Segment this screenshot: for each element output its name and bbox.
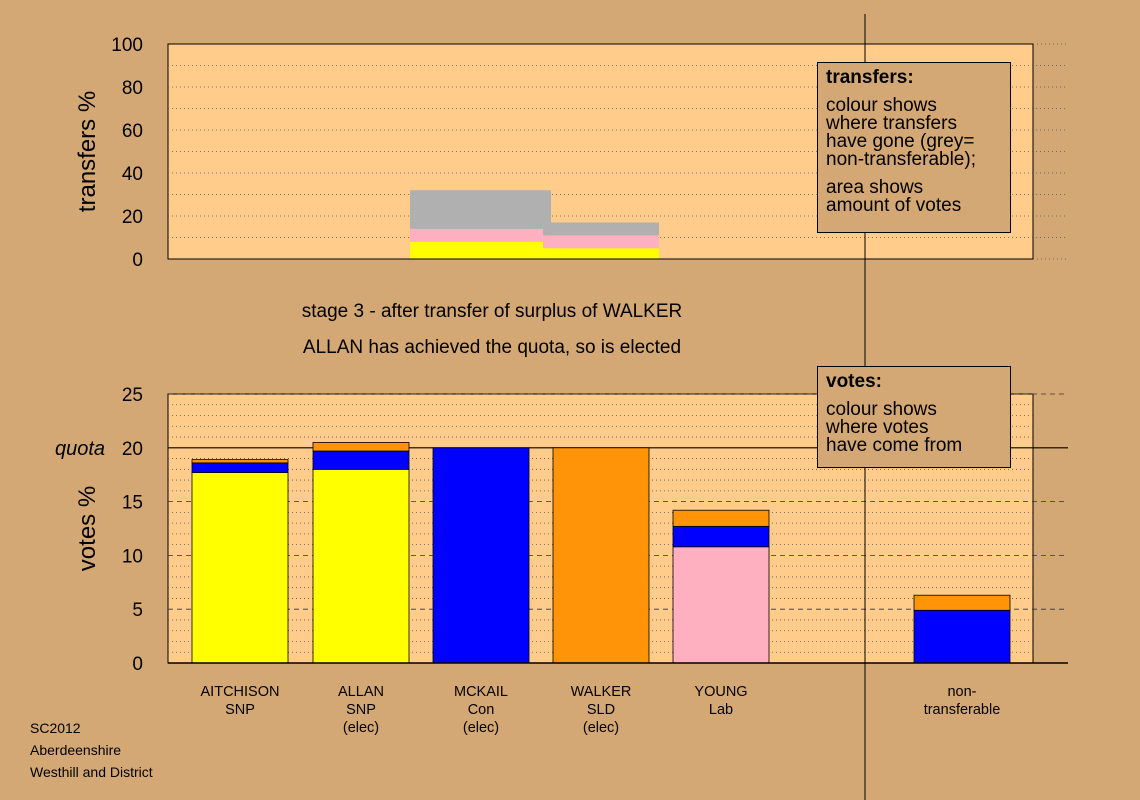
candidate-label: Lab: [709, 702, 733, 718]
vote-bar: [913, 594, 1011, 664]
stage-caption: stage 3 - after transfer of surplus of W…: [301, 301, 683, 322]
candidate-label: (elec): [583, 720, 619, 736]
transfers-info-title: transfers:: [826, 67, 914, 88]
vote-bar: [312, 442, 410, 664]
candidate-label: (elec): [463, 720, 499, 736]
candidate-label: ALLAN: [338, 684, 384, 700]
votes-y-axis-label: votes %: [74, 486, 101, 571]
candidate-label: (elec): [343, 720, 379, 736]
vote-segment: [312, 442, 410, 452]
transfers-y-tick-label: 80: [122, 78, 143, 99]
votes-y-tick-label: 0: [132, 654, 143, 675]
transfer-segment: [410, 241, 551, 259]
footer: SC2012 Aberdeenshire Westhill and Distri…: [30, 717, 153, 783]
vote-bar: [672, 509, 770, 664]
elected-caption: ALLAN has achieved the quota, so is elec…: [302, 337, 682, 358]
transfers-y-tick-label: 0: [132, 250, 143, 271]
transfers-info-line: non-transferable);: [826, 149, 976, 170]
candidate-label: YOUNG: [694, 684, 747, 700]
vote-segment: [432, 447, 530, 664]
votes-y-tick-label: 20: [122, 439, 143, 460]
transfers-info-line: area shows: [826, 177, 924, 198]
transfers-info-line: where transfers: [826, 113, 957, 134]
transfers-y-axis-label: transfers %: [74, 91, 101, 212]
candidate-label: SNP: [225, 702, 255, 718]
vote-segment: [191, 459, 289, 464]
candidate-label: transferable: [924, 702, 1001, 718]
votes-y-tick-label: 5: [132, 600, 143, 621]
candidate-label: non-: [947, 684, 976, 700]
votes-y-tick-label: 15: [122, 493, 143, 514]
candidate-label: SLD: [587, 702, 615, 718]
transfer-segment: [543, 235, 659, 249]
transfers-info-line: colour shows: [826, 95, 937, 116]
vote-segment: [672, 546, 770, 664]
votes-info-line: have come from: [826, 435, 963, 456]
transfers-y-tick-label: 40: [122, 164, 143, 185]
candidate-label: AITCHISON: [201, 684, 280, 700]
votes-y-tick-label: 10: [122, 546, 143, 567]
vote-segment: [191, 472, 289, 664]
vote-segment: [312, 450, 410, 470]
footer-line: Aberdeenshire: [30, 742, 122, 758]
vote-bar: [191, 459, 289, 664]
quota-label: quota: [55, 438, 105, 460]
votes-info-box: votes: colour shows where votes have com…: [817, 366, 1011, 468]
vote-segment: [913, 609, 1011, 664]
vote-bar: [432, 447, 530, 664]
votes-y-tick-label: 25: [122, 385, 143, 406]
candidate-label: SNP: [346, 702, 376, 718]
transfer-segment: [543, 248, 659, 259]
vote-segment: [913, 594, 1011, 611]
transfers-info-box: transfers: colour shows where transfers …: [817, 62, 1011, 233]
vote-segment: [672, 525, 770, 548]
candidate-label: MCKAIL: [454, 684, 508, 700]
transfers-info-line: amount of votes: [826, 195, 962, 216]
vote-segment: [191, 462, 289, 473]
transfers-y-tick-label: 100: [111, 35, 143, 56]
votes-info-title: votes:: [826, 371, 882, 392]
transfer-segment: [410, 228, 551, 242]
vote-segment: [552, 447, 650, 664]
candidate-label: WALKER: [571, 684, 632, 700]
footer-line: Westhill and District: [30, 764, 153, 780]
votes-info-line: where votes: [826, 417, 929, 438]
transfer-segment: [543, 222, 659, 236]
candidate-label: Con: [468, 702, 495, 718]
transfers-info-line: have gone (grey=: [826, 131, 975, 152]
transfers-y-tick-label: 60: [122, 121, 143, 142]
transfers-y-tick-label: 20: [122, 207, 143, 228]
vote-bar: [552, 447, 650, 664]
footer-line: SC2012: [30, 720, 81, 736]
transfer-segment: [410, 190, 551, 229]
votes-info-line: colour shows: [826, 399, 937, 420]
vote-segment: [312, 468, 410, 664]
vote-segment: [672, 509, 770, 527]
